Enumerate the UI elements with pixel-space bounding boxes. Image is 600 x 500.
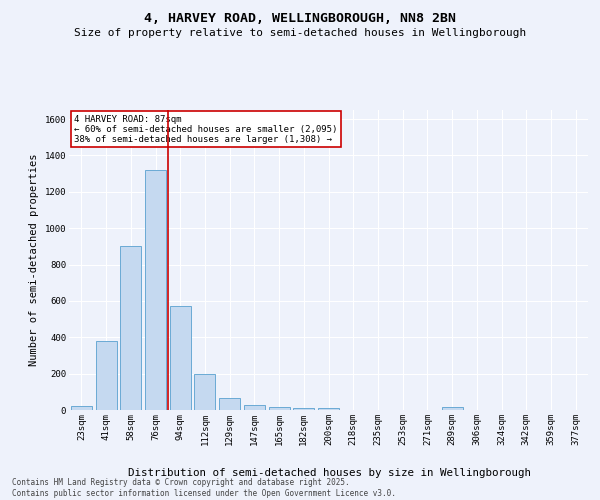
Text: Contains HM Land Registry data © Crown copyright and database right 2025.
Contai: Contains HM Land Registry data © Crown c…	[12, 478, 396, 498]
Text: 4 HARVEY ROAD: 87sqm
← 60% of semi-detached houses are smaller (2,095)
38% of se: 4 HARVEY ROAD: 87sqm ← 60% of semi-detac…	[74, 114, 338, 144]
Text: 4, HARVEY ROAD, WELLINGBOROUGH, NN8 2BN: 4, HARVEY ROAD, WELLINGBOROUGH, NN8 2BN	[144, 12, 456, 26]
Bar	[71, 406, 92, 410]
Bar	[244, 404, 265, 410]
Bar	[318, 408, 339, 410]
Text: Size of property relative to semi-detached houses in Wellingborough: Size of property relative to semi-detach…	[74, 28, 526, 38]
Bar	[120, 246, 141, 410]
Bar	[145, 170, 166, 410]
Bar	[442, 408, 463, 410]
Bar	[194, 374, 215, 410]
Bar	[269, 408, 290, 410]
Bar	[170, 306, 191, 410]
Text: Distribution of semi-detached houses by size in Wellingborough: Distribution of semi-detached houses by …	[128, 468, 532, 477]
Bar	[219, 398, 240, 410]
Bar	[293, 408, 314, 410]
Y-axis label: Number of semi-detached properties: Number of semi-detached properties	[29, 154, 39, 366]
Bar	[95, 341, 116, 410]
